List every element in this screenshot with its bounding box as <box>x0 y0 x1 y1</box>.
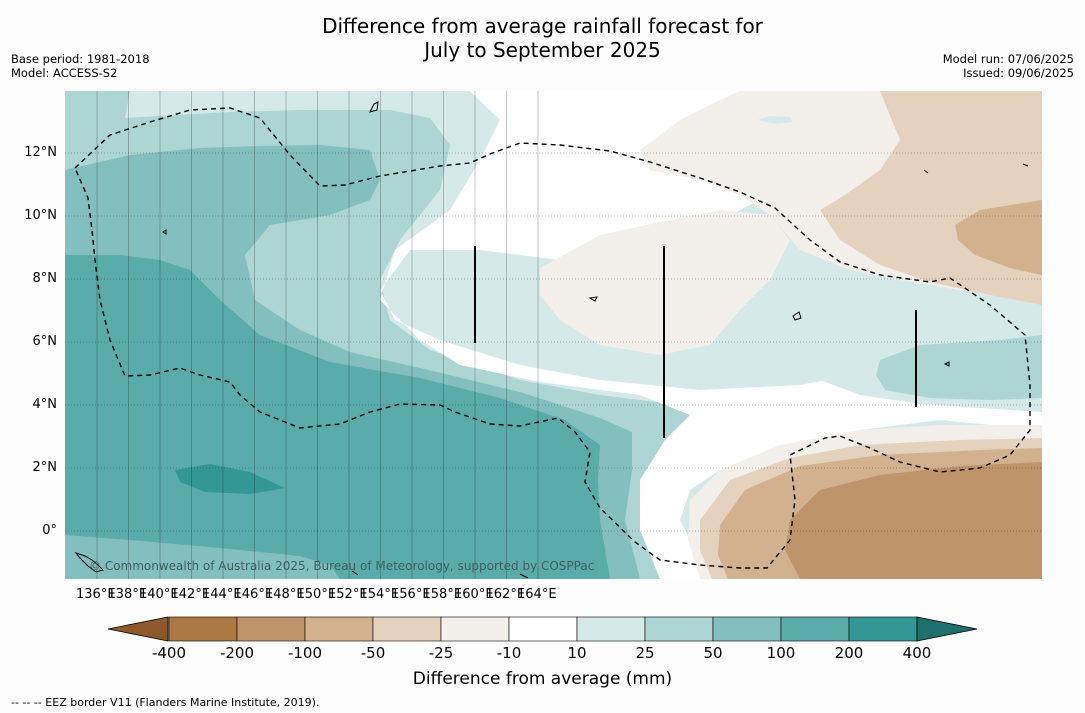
contour-100-200-west <box>65 255 610 579</box>
title-line-2: July to September 2025 <box>424 38 661 62</box>
longitude-label: 138°E <box>107 587 148 602</box>
colorbar-tick-label: 400 <box>902 644 932 662</box>
colorbar-segment <box>644 616 714 642</box>
latitude-label: 8°N <box>32 271 58 286</box>
latitude-label: 0° <box>42 523 57 538</box>
eez-border <box>74 107 1031 569</box>
longitude-label: 150°E <box>296 587 337 602</box>
longitude-label: 136°E <box>76 587 116 602</box>
latitude-label: 10°N <box>24 208 57 223</box>
model-info: Base period: 1981-2018 Model: ACCESS-S2 <box>11 52 150 80</box>
longitude-label: 158°E <box>422 587 463 602</box>
longitude-label: 154°E <box>359 587 400 602</box>
graticule <box>65 91 1042 579</box>
copyright-notice: © Commonwealth of Australia 2025, Bureau… <box>89 559 595 573</box>
colorbar-tick-label: -25 <box>428 644 454 662</box>
latitude-label: 6°N <box>32 334 58 349</box>
colorbar-arrow-low <box>107 616 169 642</box>
colorbar-segment <box>440 616 510 642</box>
colorbar-tick-label: 10 <box>567 644 587 662</box>
colorbar-arrow-high <box>916 616 978 642</box>
colorbar-segment <box>508 616 578 642</box>
island-outlines <box>74 101 1029 579</box>
title-line-1: Difference from average rainfall forecas… <box>322 14 763 38</box>
colorbar-tick-label: -50 <box>360 644 386 662</box>
longitude-label: 164°E <box>517 587 557 602</box>
colorbar-segment <box>304 616 374 642</box>
contour-neg100-neg50-northeast <box>955 200 1042 275</box>
colorbar-tick-label: 50 <box>703 644 723 662</box>
colorbar-segment <box>780 616 850 642</box>
colorbar-tick-label: -10 <box>496 644 522 662</box>
run-info: Model run: 07/06/2025 Issued: 09/06/2025 <box>943 52 1074 80</box>
contour-neg200-neg100-south <box>785 462 1042 579</box>
issued-date: Issued: 09/06/2025 <box>963 66 1074 80</box>
colorbar-tick-label: -400 <box>151 644 187 662</box>
longitude-label: 140°E <box>139 587 179 602</box>
longitude-label: 160°E <box>454 587 494 602</box>
contour-fills <box>65 91 1042 579</box>
contour-25-50-east <box>876 335 1042 400</box>
vertical-markers <box>474 246 917 438</box>
map-title: Difference from average rainfall forecas… <box>0 14 1085 62</box>
longitude-label: 146°E <box>233 587 274 602</box>
latitude-label: 4°N <box>32 397 58 412</box>
colorbar-tick-label: 100 <box>766 644 796 662</box>
contour-10-25-northwest <box>128 91 300 112</box>
colorbar-title: Difference from average (mm) <box>412 669 673 689</box>
colorbar-segment <box>848 616 918 642</box>
longitude-label: 144°E <box>202 587 242 602</box>
contour-50-100-southwest <box>65 535 340 579</box>
contour-neg10-10-center <box>380 91 1042 579</box>
latitude-label: 12°N <box>24 145 57 160</box>
colorbar-tick-label: 25 <box>635 644 655 662</box>
longitude-label: 148°E <box>265 587 305 602</box>
longitude-label: 152°E <box>328 587 368 602</box>
base-period: Base period: 1981-2018 <box>11 52 150 66</box>
contour-10-25-small <box>758 116 792 124</box>
colorbar-segment <box>236 616 306 642</box>
colorbar-segment <box>576 616 646 642</box>
longitude-label: 142°E <box>170 587 211 602</box>
model-name: Model: ACCESS-S2 <box>11 66 118 80</box>
latitude-label: 2°N <box>32 460 58 475</box>
eez-legend-note: -- -- -- EEZ border V11 (Flanders Marine… <box>11 696 320 709</box>
model-run-date: Model run: 07/06/2025 <box>942 52 1074 66</box>
colorbar-segment <box>168 616 238 642</box>
contour-200-400-west <box>175 464 285 494</box>
colorbar-tick-label: -200 <box>219 644 255 662</box>
colorbar <box>107 616 978 642</box>
colorbar-segment <box>712 616 782 642</box>
colorbar-segment <box>372 616 442 642</box>
colorbar-tick-label: -100 <box>287 644 323 662</box>
longitude-label: 162°E <box>485 587 526 602</box>
colorbar-tick-label: 200 <box>834 644 864 662</box>
longitude-label: 156°E <box>391 587 431 602</box>
